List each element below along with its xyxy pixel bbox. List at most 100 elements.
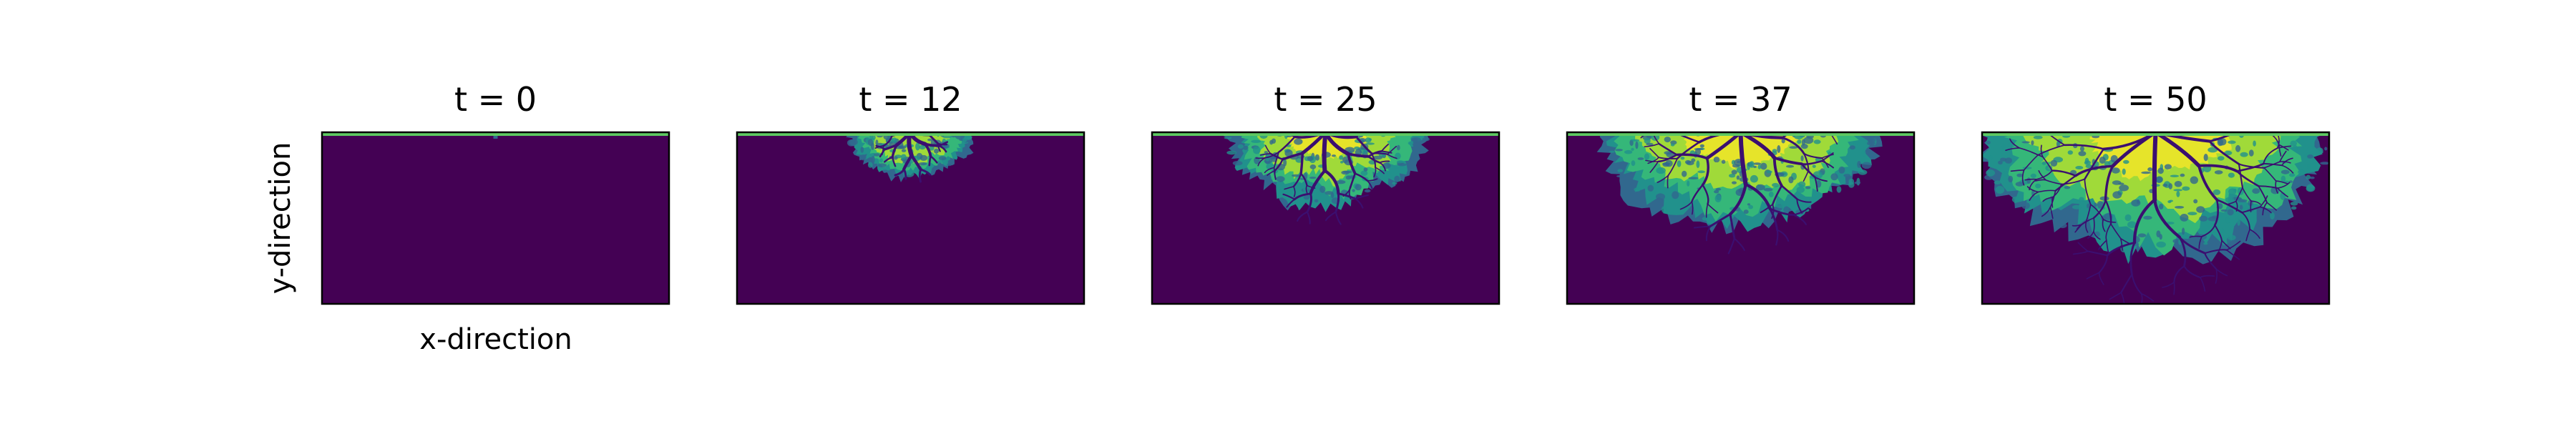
channel-branch bbox=[1323, 169, 1340, 195]
growth-finger bbox=[1397, 163, 1407, 167]
channel-branch bbox=[2241, 206, 2261, 214]
growth-finger bbox=[2079, 197, 2084, 202]
surface-boundary bbox=[737, 132, 1084, 136]
growth-finger bbox=[1748, 204, 1754, 209]
growth-finger bbox=[2122, 168, 2126, 175]
channel-branch bbox=[1702, 184, 1709, 205]
growth-finger bbox=[893, 156, 898, 160]
channel-branch bbox=[2273, 100, 2283, 102]
growth-finger bbox=[2137, 233, 2147, 238]
channel-branch bbox=[1335, 192, 1340, 213]
channel-branch bbox=[2214, 224, 2223, 242]
growth-finger bbox=[1813, 139, 1821, 144]
growth-finger bbox=[2320, 162, 2329, 165]
channel-branch bbox=[875, 122, 880, 129]
channel-branch bbox=[892, 156, 897, 167]
channel-branch bbox=[2045, 179, 2062, 185]
growth-finger bbox=[942, 135, 952, 139]
growth-finger bbox=[1340, 161, 1344, 164]
channel-branch bbox=[1281, 152, 1304, 161]
channel-branch bbox=[1691, 184, 1704, 202]
growth-finger bbox=[1251, 139, 1262, 143]
growth-finger bbox=[1615, 149, 1623, 152]
channel-branch bbox=[2242, 187, 2252, 202]
growth-finger bbox=[2220, 209, 2228, 212]
growth-finger bbox=[2164, 164, 2172, 169]
channel-branch bbox=[1255, 157, 1266, 159]
channel-branch bbox=[2087, 250, 2108, 257]
channel-branch bbox=[2098, 272, 2104, 285]
channel-branch bbox=[884, 156, 894, 163]
channel-branch bbox=[2120, 237, 2123, 251]
channel-branch bbox=[1309, 169, 1327, 195]
growth-finger bbox=[1854, 181, 1861, 184]
growth-finger bbox=[2085, 164, 2093, 169]
channel-branch bbox=[1347, 152, 1370, 158]
channel-branch bbox=[1387, 145, 1397, 155]
channel-branch bbox=[1375, 127, 1390, 128]
growth-finger bbox=[2218, 203, 2223, 209]
growth-finger bbox=[1656, 167, 1666, 174]
growth-finger bbox=[2312, 159, 2316, 164]
growth-finger bbox=[1849, 145, 1855, 150]
channel-branch bbox=[1807, 169, 1818, 179]
growth-finger bbox=[1986, 140, 1991, 144]
growth-finger bbox=[938, 156, 947, 161]
channel-branch bbox=[2104, 164, 2114, 202]
channel-branch bbox=[1284, 186, 1294, 190]
growth-finger bbox=[1264, 151, 1269, 154]
growth-finger bbox=[1732, 164, 1740, 168]
growth-finger bbox=[2228, 140, 2236, 144]
channel-branch bbox=[1370, 152, 1377, 169]
channel-branch bbox=[1662, 113, 1672, 132]
channel-branch bbox=[1744, 182, 1772, 211]
growth-finger bbox=[1644, 153, 1650, 160]
channel-branch bbox=[1803, 153, 1810, 172]
growth-finger bbox=[1688, 177, 1699, 179]
channel-branch bbox=[2215, 199, 2243, 214]
growth-finger bbox=[1750, 174, 1758, 183]
growth-finger bbox=[2124, 214, 2132, 222]
channel-branch bbox=[1821, 154, 1834, 159]
channel-branch bbox=[872, 129, 881, 131]
channel-branch bbox=[1738, 132, 1748, 187]
growth-finger bbox=[1624, 149, 1633, 154]
channel-branch bbox=[2218, 240, 2223, 253]
channel-branch bbox=[1355, 132, 1365, 138]
channel-branch bbox=[1264, 122, 1279, 124]
growth-finger bbox=[2001, 143, 2006, 149]
growth-finger bbox=[1694, 148, 1704, 150]
growth-finger bbox=[1232, 161, 1243, 166]
channel-branch bbox=[2259, 206, 2272, 214]
growth-finger bbox=[1757, 164, 1762, 169]
channel-branch bbox=[2064, 144, 2104, 150]
growth-finger bbox=[1749, 161, 1755, 168]
channel-branch bbox=[1277, 136, 1296, 154]
channel-branch bbox=[2087, 231, 2094, 239]
growth-finger bbox=[2298, 169, 2305, 174]
growth-finger bbox=[1843, 174, 1851, 177]
growth-finger bbox=[2290, 140, 2297, 147]
channel-branch bbox=[1373, 167, 1377, 178]
growth-finger bbox=[2258, 225, 2263, 228]
growth-finger bbox=[1394, 175, 1400, 182]
growth-finger bbox=[1292, 174, 1302, 177]
growth-finger bbox=[1986, 169, 1996, 177]
growth-finger bbox=[1631, 147, 1634, 151]
channel-branch bbox=[2277, 182, 2290, 189]
growth-finger bbox=[2170, 174, 2179, 177]
growth-finger bbox=[1631, 160, 1636, 167]
channel-branch bbox=[2200, 277, 2206, 292]
growth-finger bbox=[1812, 164, 1816, 168]
channel-branch bbox=[1775, 229, 1779, 246]
channel-branch bbox=[1292, 172, 1302, 188]
growth-finger bbox=[2118, 182, 2124, 185]
channel-branch bbox=[2279, 150, 2287, 163]
channel-branch bbox=[1264, 151, 1279, 159]
channel-branch bbox=[2090, 204, 2104, 220]
growth-finger bbox=[2168, 183, 2172, 189]
growth-finger bbox=[1853, 141, 1860, 145]
growth-finger bbox=[1763, 187, 1773, 192]
growth-finger bbox=[1339, 155, 1343, 160]
growth-finger bbox=[2228, 172, 2235, 178]
